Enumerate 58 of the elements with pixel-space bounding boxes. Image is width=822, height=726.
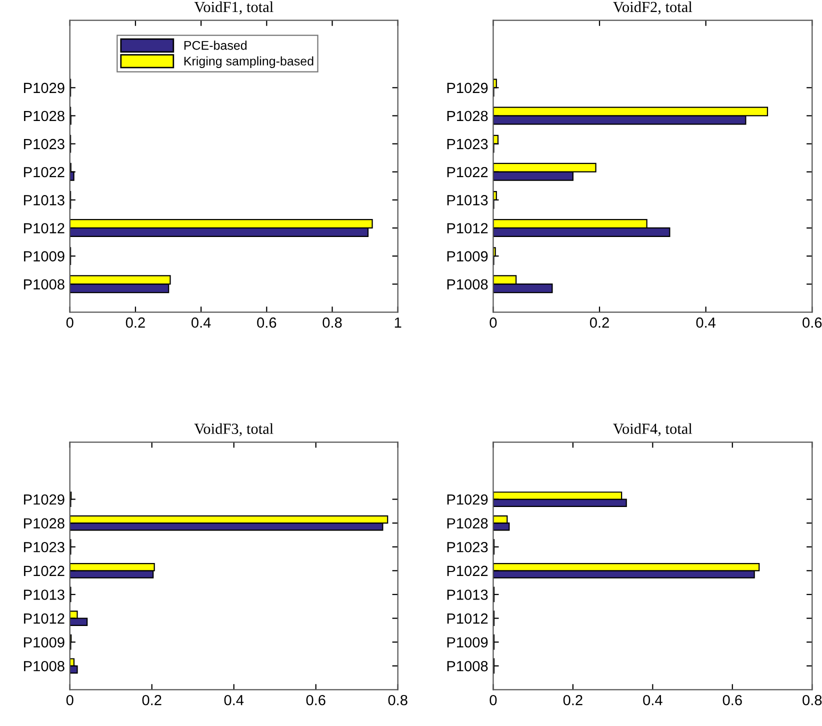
chart-title: VoidF3, total [194,423,274,436]
x-tick-label: 0.2 [126,317,145,328]
y-tick-label: P1013 [447,195,488,206]
y-tick-label: P1022 [447,166,488,178]
y-tick-label: P1012 [24,223,64,234]
chart-title: VoidF2, total [613,1,692,14]
x-tick-label: 0.2 [590,317,609,328]
chart-title: VoidF4, total [613,423,692,436]
x-tick-label: 0 [66,317,74,328]
y-tick-label: P1013 [447,590,488,600]
x-tick-label: 0.4 [696,317,716,328]
x-tick-label: 1 [394,318,402,328]
y-tick-label: P1012 [447,223,488,234]
y-tick-label: P1028 [447,110,488,122]
y-tick-label: P1022 [24,566,64,576]
y-tick-label: P1029 [447,82,488,94]
x-tick-label: 0.8 [322,317,342,328]
chart-title: VoidF1, total [194,1,274,14]
y-tick-label: P1029 [24,82,64,94]
legend-label: Kriging sampling-based [184,56,314,68]
x-tick-label: 0.8 [388,694,408,706]
y-tick-label: P1028 [24,518,64,528]
x-tick-label: 0 [490,694,497,706]
y-tick-label: P1009 [24,251,64,262]
y-tick-label: P1008 [24,279,64,290]
x-tick-label: 0.8 [802,694,822,706]
y-tick-label: P1023 [24,138,64,150]
x-tick-label: 0.4 [191,317,211,328]
x-tick-label: 0.4 [224,694,244,706]
x-tick-label: 0.6 [802,317,822,328]
y-tick-label: P1009 [447,251,488,262]
y-tick-label: P1008 [24,660,64,672]
x-tick-label: 0.6 [306,694,326,706]
y-tick-label: P1013 [24,195,64,206]
y-tick-label: P1013 [24,590,64,600]
x-tick-label: 0.2 [142,694,162,706]
x-tick-label: 0.2 [563,694,582,706]
y-tick-label: P1012 [447,613,488,624]
y-tick-label: P1028 [24,110,64,122]
x-tick-label: 0.6 [722,694,742,706]
y-tick-label: P1009 [447,637,488,648]
x-tick-label: 0 [490,317,497,328]
y-tick-label: P1009 [24,637,64,648]
y-tick-label: P1028 [447,518,488,528]
legend-label: PCE-based [184,40,247,50]
y-tick-label: P1029 [24,494,64,505]
y-tick-label: P1023 [447,542,488,552]
y-tick-label: P1012 [24,613,64,624]
x-tick-label: 0.4 [643,694,662,706]
y-tick-label: P1008 [447,660,488,672]
y-tick-label: P1022 [24,166,64,178]
y-tick-label: P1023 [24,542,64,552]
y-tick-label: P1022 [447,566,488,576]
y-tick-label: P1029 [447,494,488,505]
x-tick-label: 0.6 [257,317,276,328]
y-tick-label: P1023 [447,138,488,150]
x-tick-label: 0 [66,694,74,706]
y-tick-label: P1008 [447,279,488,290]
